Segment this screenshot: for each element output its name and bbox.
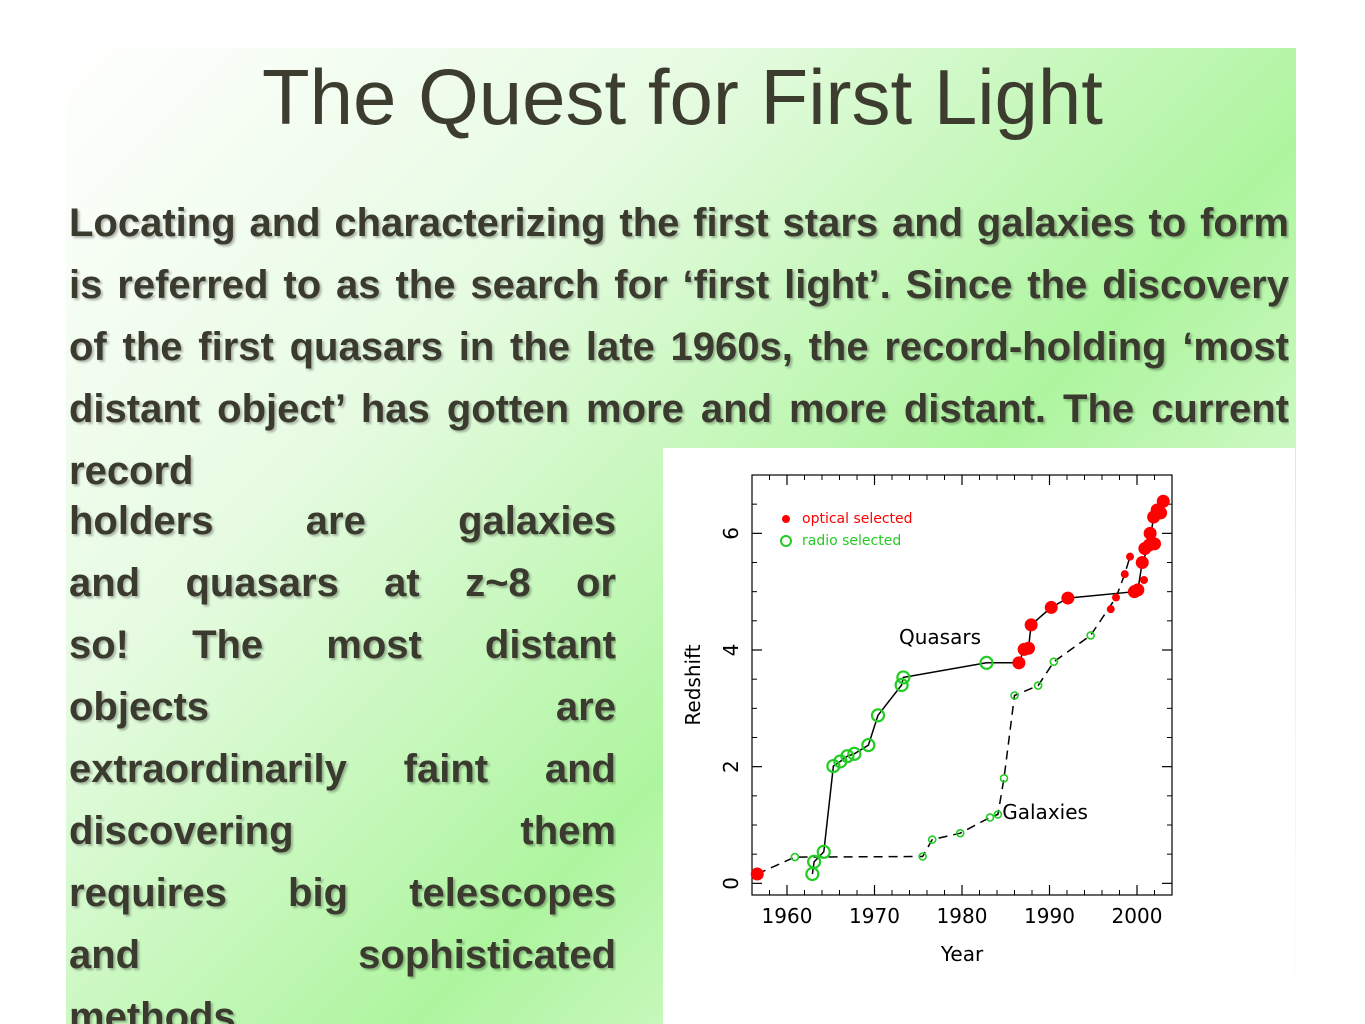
x-tick-label: 2000 [1112, 904, 1163, 928]
optical-point [1112, 593, 1120, 602]
optical-point [1106, 605, 1115, 614]
body-line: discovering them [69, 809, 616, 853]
optical-point [1135, 556, 1149, 569]
body-line: and quasars at z~8 or [69, 561, 616, 605]
radio-point [870, 708, 886, 723]
chart-svg: 1960 1970 1980 1990 2000 0 2 4 6 Year Redshift opti… [681, 474, 1173, 966]
optical-point [1022, 641, 1035, 655]
optical-point [1126, 552, 1134, 561]
intro-line: late 1960s, the record-holding ‘most dis… [69, 325, 1289, 431]
intro-line: light’. Since the discovery of the first… [69, 263, 1289, 369]
body-line: extraordinarily faint and [69, 747, 616, 791]
legend-label: optical selected [802, 511, 913, 527]
body-line: and sophisticated [69, 933, 616, 977]
body-line: requires big telescopes [69, 871, 616, 915]
radio-point [1049, 657, 1059, 666]
radio-point [847, 746, 862, 761]
y-tick-label: 2 [719, 760, 743, 773]
legend-marker-optical [782, 515, 790, 523]
radio-point [790, 852, 800, 862]
legend-label: radio selected [802, 533, 901, 549]
optical-point [1131, 583, 1145, 597]
body-line: objects are [69, 685, 616, 729]
body-line: so! The most distant [69, 623, 616, 667]
optical-point [1154, 506, 1168, 520]
radio-point [918, 852, 927, 861]
intro-line: has gotten more and more distant. The cu… [69, 387, 1289, 492]
annotation-galaxies: Galaxies [1002, 800, 1088, 824]
optical-point [1012, 656, 1026, 670]
x-tick-label: 1960 [762, 904, 813, 928]
radio-point [955, 828, 965, 838]
radio-point [1033, 681, 1043, 690]
body-paragraph: holders are galaxies and quasars at z~8 … [69, 490, 616, 1024]
intro-paragraph: Locating and characterizing the first st… [69, 192, 1289, 492]
radio-point [985, 813, 995, 822]
intro-line: galaxies to form is referred to as the s… [69, 201, 1289, 307]
x-tick-label: 1980 [937, 904, 988, 928]
radio-point [1086, 631, 1095, 640]
radio-point [807, 854, 822, 869]
radio-point [999, 774, 1009, 783]
optical-point [750, 867, 764, 881]
y-tick-label: 4 [719, 644, 743, 657]
x-axis-label: Year [940, 942, 984, 966]
optical-point [1156, 494, 1170, 508]
optical-point [1140, 576, 1148, 584]
x-tick-label: 1990 [1024, 904, 1075, 928]
optical-point [1148, 537, 1161, 551]
optical-point [1061, 591, 1075, 605]
radio-point [826, 758, 841, 774]
radio-point [896, 670, 911, 685]
y-tick-label: 0 [719, 877, 743, 890]
legend-marker-radio [780, 535, 792, 547]
radio-point [979, 655, 994, 670]
optical-point [1120, 570, 1129, 579]
radio-point [816, 844, 831, 859]
redshift-chart: 1960 1970 1980 1990 2000 0 2 4 6 Year Redshift opti… [663, 448, 1295, 1024]
radio-point [993, 810, 1003, 819]
optical-point [1024, 618, 1038, 632]
intro-line: Locating and characterizing the first st… [69, 201, 964, 245]
y-tick-label: 6 [719, 527, 743, 540]
annotation-quasars: Quasars [899, 625, 981, 649]
optical-point [1044, 600, 1058, 614]
x-tick-label: 1970 [849, 904, 900, 928]
radio-point [861, 737, 876, 753]
body-line: holders are galaxies [69, 499, 616, 543]
radio-point [927, 835, 937, 844]
body-line: methods. [69, 995, 247, 1024]
y-axis-label: Redshift [681, 644, 705, 725]
series-line-galaxies [756, 556, 1131, 875]
radio-point [894, 677, 909, 693]
radio-point [840, 749, 855, 764]
radio-point [1010, 691, 1019, 700]
slide-title: The Quest for First Light [262, 53, 1103, 141]
